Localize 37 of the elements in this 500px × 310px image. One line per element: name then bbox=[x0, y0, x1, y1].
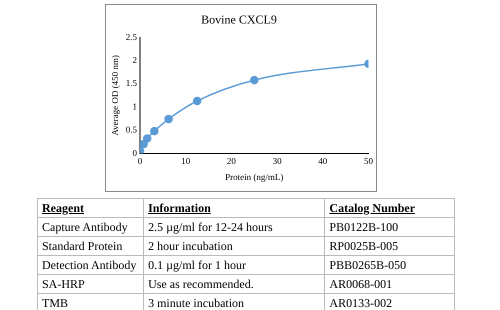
text: Standard Protein bbox=[38, 236, 144, 256]
x-tick-label: 10 bbox=[181, 156, 191, 166]
x-axis-title: Protein (ng/mL) bbox=[225, 172, 284, 182]
point bbox=[192, 96, 202, 106]
text: RP0025B-005 bbox=[324, 236, 454, 256]
y-tick-label: 1.5 bbox=[126, 78, 138, 88]
y-tick-label: 0.5 bbox=[126, 124, 138, 135]
y-axis-title: Average OD (450 nm) bbox=[110, 55, 120, 136]
text: Use as recommended. bbox=[144, 274, 325, 294]
point bbox=[250, 76, 259, 84]
text: 3 minute incubation bbox=[144, 294, 325, 310]
text: AR0068-001 bbox=[324, 274, 454, 294]
y-tick-label: 1 bbox=[132, 101, 138, 112]
x-tick-label: 30 bbox=[272, 156, 282, 166]
x-tick-label: 50 bbox=[364, 156, 374, 166]
y-tick-label: 2 bbox=[132, 54, 138, 65]
text: 0.1 µg/ml for 1 hour bbox=[144, 256, 325, 274]
point bbox=[164, 114, 173, 124]
text: SA-HRP bbox=[38, 274, 144, 294]
text: 2 hour incubation bbox=[144, 236, 325, 256]
text: Information bbox=[144, 198, 325, 218]
text: TMB bbox=[38, 294, 144, 310]
text: PB0122B-100 bbox=[324, 218, 454, 236]
text: PBB0265B-050 bbox=[324, 256, 454, 274]
text: 2.5 µg/ml for 12-24 hours bbox=[144, 218, 325, 236]
x-tick-label: 40 bbox=[318, 156, 328, 166]
chart-title: Bovine CXCL9 bbox=[201, 12, 277, 26]
text: Detection Antibody bbox=[38, 256, 144, 274]
x-tick-label: 20 bbox=[226, 156, 236, 166]
point bbox=[150, 126, 159, 136]
text: Reagent bbox=[38, 198, 144, 218]
text: Capture Antibody bbox=[38, 218, 144, 236]
point bbox=[142, 134, 152, 143]
text: AR0133-002 bbox=[324, 294, 454, 310]
y-tick-label: 0 bbox=[132, 148, 138, 158]
text: Catalog Number bbox=[324, 198, 454, 218]
y-tick-label: 2.5 bbox=[126, 32, 138, 42]
